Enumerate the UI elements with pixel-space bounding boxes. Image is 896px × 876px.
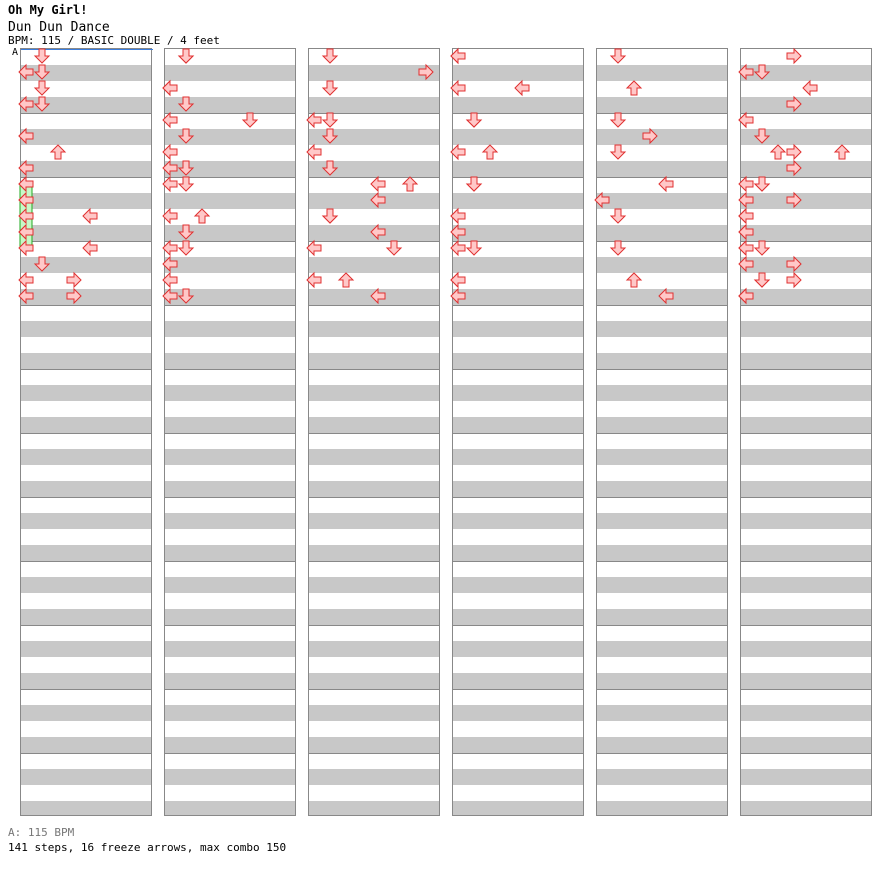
measure-line <box>21 433 151 434</box>
measure-line <box>453 369 583 370</box>
measure-line <box>309 497 439 498</box>
measure-line <box>597 561 727 562</box>
measure-line <box>21 753 151 754</box>
measure-line <box>21 241 151 242</box>
measure-column-3 <box>308 48 440 816</box>
measure-line <box>309 113 439 114</box>
measure-line <box>165 497 295 498</box>
bpm-legend: A: 115 BPM <box>8 826 75 839</box>
measure-line <box>597 497 727 498</box>
measure-line <box>21 113 151 114</box>
measure-line <box>309 433 439 434</box>
measure-line <box>309 369 439 370</box>
measure-line <box>21 689 151 690</box>
measure-line <box>453 625 583 626</box>
bpm-marker: A <box>12 47 19 58</box>
measure-line <box>21 497 151 498</box>
chart-meta: BPM: 115 / BASIC DOUBLE / 4 feet <box>8 34 220 47</box>
measure-line <box>453 433 583 434</box>
measure-line <box>453 497 583 498</box>
measure-line <box>741 689 871 690</box>
measure-line <box>309 177 439 178</box>
measure-line <box>597 305 727 306</box>
measure-line <box>453 689 583 690</box>
measure-line <box>597 369 727 370</box>
measure-line <box>453 305 583 306</box>
measure-line <box>165 433 295 434</box>
measure-line <box>309 753 439 754</box>
measure-line <box>309 625 439 626</box>
measure-line <box>741 241 871 242</box>
measure-line <box>453 113 583 114</box>
measure-line <box>597 625 727 626</box>
measure-line <box>309 305 439 306</box>
measure-line <box>741 561 871 562</box>
measure-line <box>165 177 295 178</box>
measure-line <box>453 753 583 754</box>
measure-line <box>597 689 727 690</box>
song-title: Dun Dun Dance <box>8 20 110 35</box>
measure-line <box>741 625 871 626</box>
measure-line <box>309 561 439 562</box>
measure-line <box>21 177 151 178</box>
artist-name: Oh My Girl! <box>8 3 88 17</box>
measure-line <box>741 753 871 754</box>
measure-line <box>597 433 727 434</box>
measure-line <box>597 241 727 242</box>
measure-line <box>453 177 583 178</box>
measure-line <box>453 561 583 562</box>
measure-line <box>741 305 871 306</box>
measure-line <box>741 433 871 434</box>
measure-line <box>453 241 583 242</box>
chart-stats: 141 steps, 16 freeze arrows, max combo 1… <box>8 841 287 854</box>
measure-column-4 <box>452 48 584 816</box>
measure-line <box>597 113 727 114</box>
measure-line <box>21 305 151 306</box>
measure-line <box>741 177 871 178</box>
measure-line <box>597 753 727 754</box>
measure-line <box>741 113 871 114</box>
measure-line <box>21 369 151 370</box>
measure-line <box>165 561 295 562</box>
measure-column-5 <box>596 48 728 816</box>
measure-line <box>165 113 295 114</box>
measure-line <box>165 369 295 370</box>
measure-line <box>309 241 439 242</box>
measure-column-2 <box>164 48 296 816</box>
measure-column-6 <box>740 48 872 816</box>
measure-line <box>165 241 295 242</box>
measure-line <box>165 753 295 754</box>
measure-line <box>21 561 151 562</box>
measure-line <box>309 689 439 690</box>
measure-line <box>741 369 871 370</box>
measure-column-1 <box>20 48 153 816</box>
measure-line <box>165 625 295 626</box>
measure-line <box>165 689 295 690</box>
measure-line <box>165 305 295 306</box>
measure-line <box>21 625 151 626</box>
bpm-change-line <box>21 49 153 50</box>
measure-line <box>741 497 871 498</box>
measure-line <box>597 177 727 178</box>
